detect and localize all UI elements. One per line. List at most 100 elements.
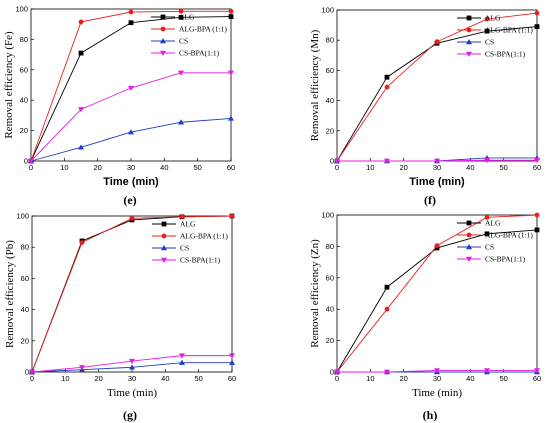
data-point-alg-bpa-1-1 (534, 212, 540, 218)
y-tick-label: 60 (326, 66, 334, 75)
data-point-cs (228, 115, 234, 121)
legend-label-cs: CS (180, 244, 189, 253)
data-point-alg-bpa-1-1 (484, 214, 490, 220)
y-tick-label: 40 (20, 96, 28, 105)
x-tick-label: 20 (399, 163, 407, 172)
data-point-alg (534, 227, 540, 233)
y-tick-label: 100 (321, 6, 334, 15)
data-point-alg (228, 14, 234, 19)
x-axis-title: Time (min) (412, 387, 462, 399)
data-point-cs-bpa-1-1 (229, 353, 235, 359)
data-point-cs (129, 364, 135, 370)
data-point-cs (179, 359, 185, 365)
legend-marker-alg (466, 220, 472, 226)
legend-marker-cs (466, 39, 472, 45)
legend-label-alg-bpa-1-1: ALG-BPA (1:1) (485, 231, 533, 240)
y-tick-label: 20 (326, 336, 334, 345)
x-tick-label: 0 (335, 374, 339, 383)
y-tick-label: 0 (330, 368, 334, 377)
data-point-alg-bpa-1-1 (129, 215, 135, 221)
series-line-alg-bpa-1-1 (336, 12, 538, 162)
data-point-alg-bpa-1-1 (228, 8, 234, 14)
x-tick-label: 20 (94, 374, 102, 383)
y-tick-label: 60 (326, 273, 334, 282)
y-tick-label: 80 (20, 35, 28, 44)
series-cs (28, 115, 234, 164)
legend-label-cs-bpa-1-1: CS-BPA(1:1) (179, 49, 220, 58)
data-point-alg (384, 74, 390, 80)
legend-label-cs: CS (179, 37, 188, 46)
legend-marker-alg-bpa-1-1 (160, 26, 166, 32)
legend-marker-cs-bpa-1-1 (466, 51, 472, 57)
y-axis-title: Removal efficiency (Zn) (309, 239, 321, 348)
x-tick-label: 20 (93, 163, 101, 172)
series-line-alg (336, 229, 538, 373)
x-tick-label: 20 (399, 374, 407, 383)
legend-label-alg-bpa-1-1: ALG-BPA (1:1) (179, 25, 227, 34)
series-line-cs (30, 117, 232, 162)
data-point-alg (534, 24, 540, 30)
x-tick-label: 0 (29, 163, 33, 172)
x-tick-label: 40 (466, 163, 474, 172)
chart-panel-g: 0 10 20 30 40 50 60 0 20 40 60 80 100 Time (min) Remov… (4, 212, 236, 423)
data-point-alg-bpa-1-1 (384, 306, 390, 312)
x-tick-label: 0 (335, 163, 339, 172)
legend: ALG ALG-BPA (1:1) CS CS-BPA(1:1) (457, 219, 533, 264)
x-tick-label: 60 (533, 374, 541, 383)
data-point-cs-bpa-1-1 (434, 368, 440, 374)
panel-label: (e) (123, 193, 136, 207)
data-point-cs-bpa-1-1 (228, 70, 234, 76)
legend-marker-cs (160, 38, 166, 44)
x-tick-label: 30 (128, 374, 136, 383)
y-tick-label: 40 (326, 305, 334, 314)
panel-label: (f) (424, 193, 436, 207)
y-tick-label: 40 (326, 96, 334, 105)
data-point-cs-bpa-1-1 (179, 353, 185, 359)
data-point-alg-bpa-1-1 (434, 39, 440, 45)
data-point-cs (178, 119, 184, 125)
x-tick-label: 30 (127, 163, 135, 172)
x-tick-label: 10 (60, 163, 68, 172)
series-alg (334, 227, 540, 375)
x-tick-label: 50 (499, 374, 507, 383)
legend-label-alg: ALG (485, 14, 501, 23)
series-line-alg (336, 26, 538, 162)
data-point-alg-bpa-1-1 (78, 19, 84, 25)
data-point-cs (229, 359, 235, 365)
legend-marker-alg-bpa-1-1 (466, 27, 472, 33)
legend-marker-alg-bpa-1-1 (161, 233, 167, 239)
data-point-alg-bpa-1-1 (128, 9, 134, 15)
y-tick-label: 40 (21, 305, 29, 314)
data-point-cs-bpa-1-1 (178, 70, 184, 76)
data-point-cs-bpa-1-1 (484, 158, 490, 164)
legend-marker-alg-bpa-1-1 (466, 232, 472, 238)
y-tick-label: 60 (21, 274, 29, 283)
x-tick-label: 40 (160, 163, 168, 172)
x-tick-label: 10 (61, 374, 69, 383)
legend: ALG ALG-BPA (1:1) CS CS-BPA(1:1) (457, 14, 533, 59)
x-tick-label: 50 (499, 163, 507, 172)
data-point-cs-bpa-1-1 (128, 85, 134, 92)
series-cs-bpa-1-1 (334, 158, 540, 164)
x-axis-title: Time (min) (107, 387, 157, 399)
y-tick-label: 0 (25, 368, 29, 377)
legend-marker-cs (161, 245, 167, 251)
x-tick-label: 60 (228, 374, 236, 383)
y-tick-label: 0 (330, 157, 334, 166)
legend-marker-alg (160, 14, 166, 20)
data-point-alg (78, 50, 84, 56)
y-tick-label: 80 (326, 36, 334, 45)
legend-label-alg: ALG (485, 219, 501, 228)
x-tick-label: 10 (366, 163, 374, 172)
data-point-cs-bpa-1-1 (534, 368, 540, 374)
data-point-alg-bpa-1-1 (229, 213, 235, 219)
legend-label-alg-bpa-1-1: ALG-BPA (1:1) (485, 26, 533, 35)
legend-marker-alg (466, 15, 472, 21)
data-point-alg (484, 28, 490, 34)
data-point-cs-bpa-1-1 (534, 158, 540, 164)
legend: ALG ALG-BPA (1:1) CS CS-BPA(1:1) (151, 13, 227, 58)
data-point-cs (128, 129, 134, 135)
series-alg (334, 24, 540, 164)
data-point-cs-bpa-1-1 (78, 107, 84, 113)
y-axis-title: Removal efficiency (Pb) (4, 240, 16, 348)
